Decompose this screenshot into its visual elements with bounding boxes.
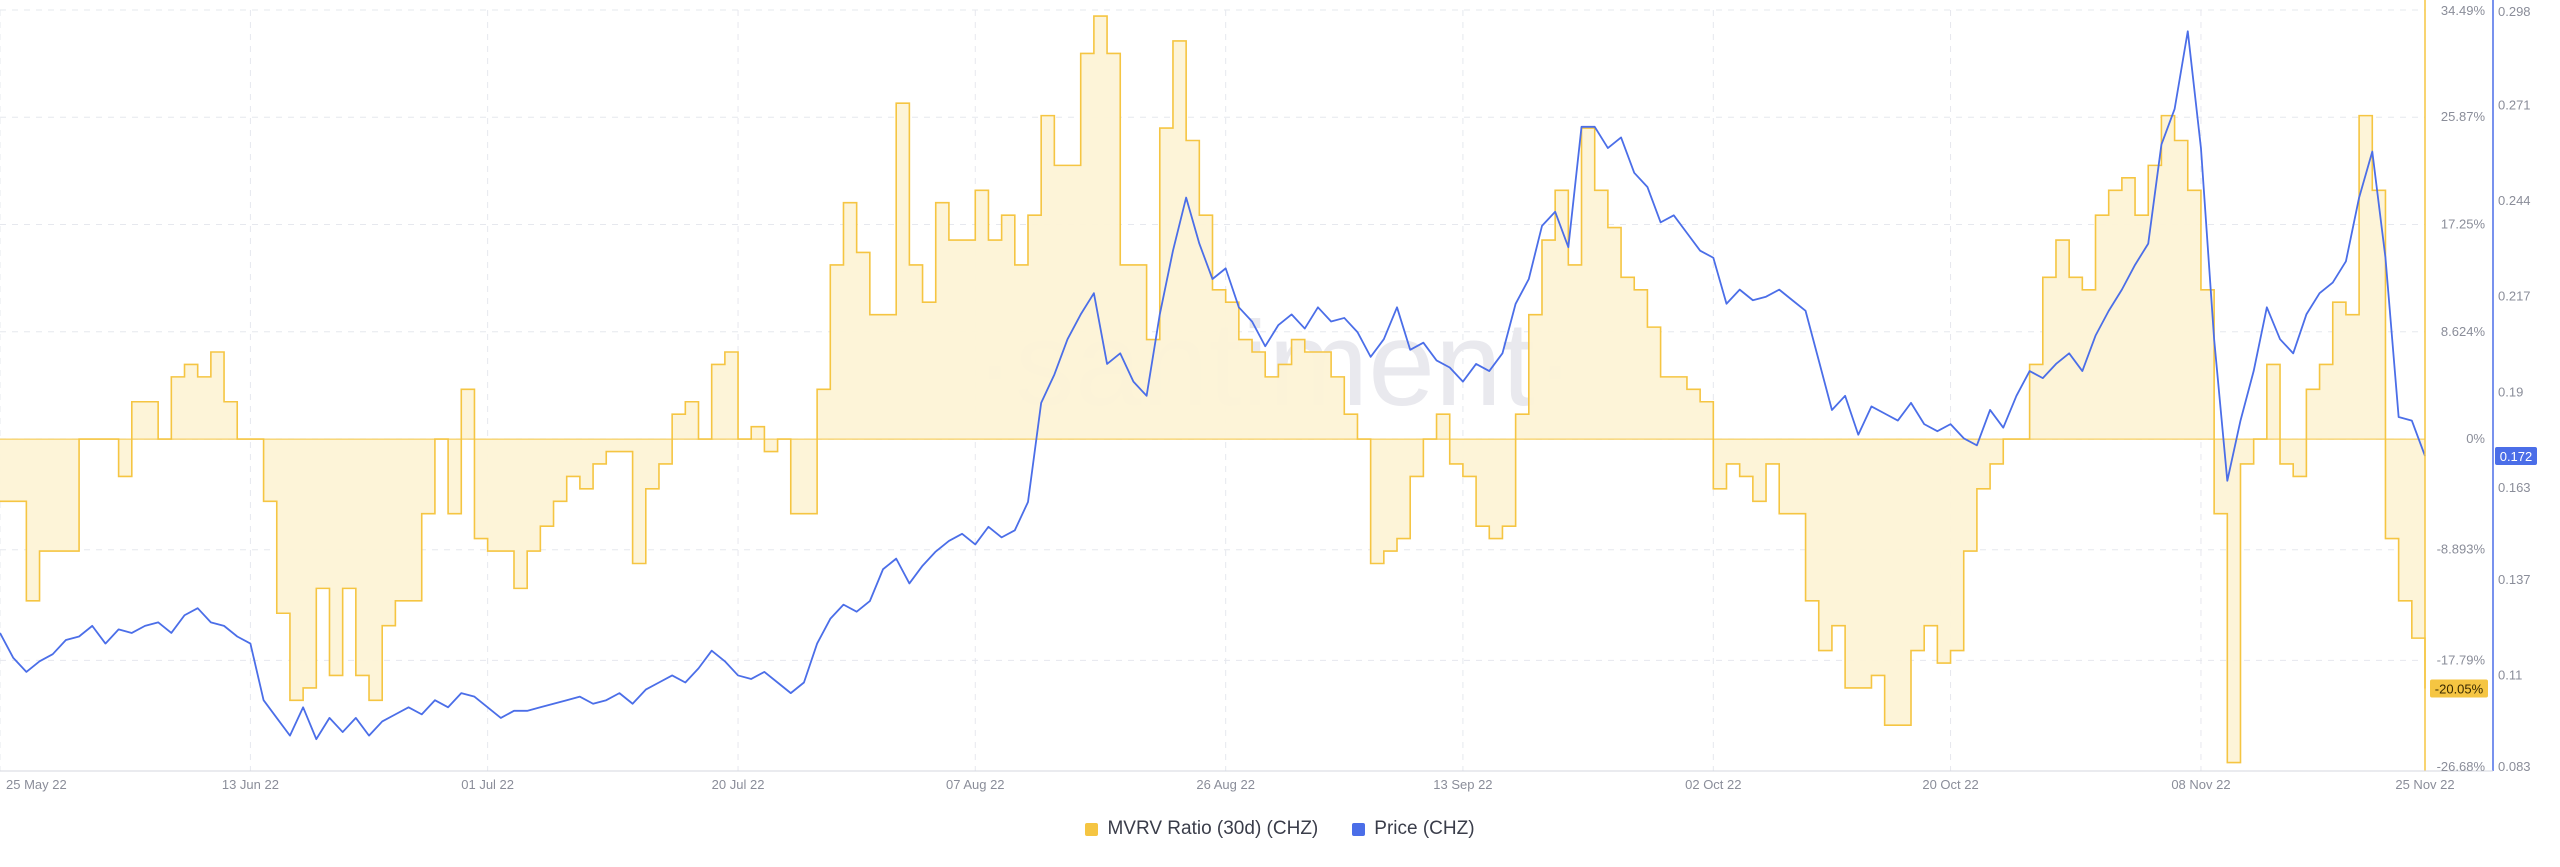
right-tick-label: 0.298 <box>2498 4 2531 19</box>
left-axis-ticks: 34.49% 25.87% 17.25% 8.624% 0% -8.893% -17.79%… <box>2437 3 2486 774</box>
x-tick-label: 13 Jun 22 <box>222 777 279 792</box>
legend-item-price[interactable]: Price (CHZ) <box>1352 818 1475 840</box>
legend-label-mvrv: MVRV Ratio (30d) (CHZ) <box>1107 818 1319 839</box>
legend-label-price: Price (CHZ) <box>1374 818 1475 839</box>
x-tick-label: 26 Aug 22 <box>1196 777 1255 792</box>
legend-item-mvrv[interactable]: MVRV Ratio (30d) (CHZ) <box>1085 818 1318 840</box>
x-tick-label: 02 Oct 22 <box>1685 777 1741 792</box>
price-badge-bg <box>2495 446 2537 465</box>
x-tick-label: 08 Nov 22 <box>2171 777 2230 792</box>
left-tick-label: 8.624% <box>2441 324 2486 339</box>
left-tick-label: 25.87% <box>2441 109 2486 124</box>
right-tick-label: 0.271 <box>2498 98 2531 113</box>
x-tick-label: 20 Jul 22 <box>712 777 765 792</box>
legend-swatch-price <box>1352 822 1366 836</box>
mvrv-line <box>0 15 2426 764</box>
right-tick-label: 0.217 <box>2498 289 2531 304</box>
right-tick-label: 0.11 <box>2498 667 2522 682</box>
x-tick-label: 07 Aug 22 <box>946 777 1005 792</box>
right-tick-label: 0.163 <box>2498 480 2531 495</box>
x-axis-ticks: 25 May 22 13 Jun 22 01 Jul 22 20 Jul 22 07 A… <box>6 777 2455 792</box>
right-tick-label: 0.083 <box>2498 759 2531 774</box>
chart-legend: MVRV Ratio (30d) (CHZ) Price (CHZ) <box>0 818 2560 840</box>
axis-layer <box>0 0 2494 772</box>
left-tick-label: -17.79% <box>2437 652 2486 667</box>
right-tick-label: 0.137 <box>2498 572 2531 587</box>
mvrv-series <box>0 15 2426 764</box>
price-series <box>0 30 2426 741</box>
x-tick-label: 25 May 22 <box>6 777 67 792</box>
left-tick-label: -26.68% <box>2437 759 2486 774</box>
x-tick-label: 20 Oct 22 <box>1922 777 1978 792</box>
price-last-value-badge: 0.172 <box>2495 446 2537 465</box>
mvrv-badge-text: -20.05% <box>2435 682 2484 697</box>
right-tick-label: 0.244 <box>2498 193 2531 208</box>
price-line <box>0 30 2426 741</box>
mvrv-area <box>0 16 2425 763</box>
price-badge-text: 0.172 <box>2500 449 2533 464</box>
right-tick-label: 0.19 <box>2498 384 2523 399</box>
legend-swatch-mvrv <box>1085 822 1099 836</box>
mvrv-badge-bg <box>2430 679 2488 698</box>
x-tick-label: 13 Sep 22 <box>1433 777 1492 792</box>
x-tick-label: 25 Nov 22 <box>2395 777 2454 792</box>
left-tick-label: 34.49% <box>2441 3 2486 18</box>
right-axis-ticks: 0.298 0.271 0.244 0.217 0.19 0.163 0.137 0.11 0.… <box>2498 4 2531 774</box>
x-tick-label: 01 Jul 22 <box>461 777 514 792</box>
left-tick-label: 17.25% <box>2441 216 2486 231</box>
left-tick-label: 0% <box>2466 431 2485 446</box>
mvrv-last-value-badge: -20.05% <box>2430 679 2488 698</box>
left-tick-label: -8.893% <box>2437 542 2486 557</box>
